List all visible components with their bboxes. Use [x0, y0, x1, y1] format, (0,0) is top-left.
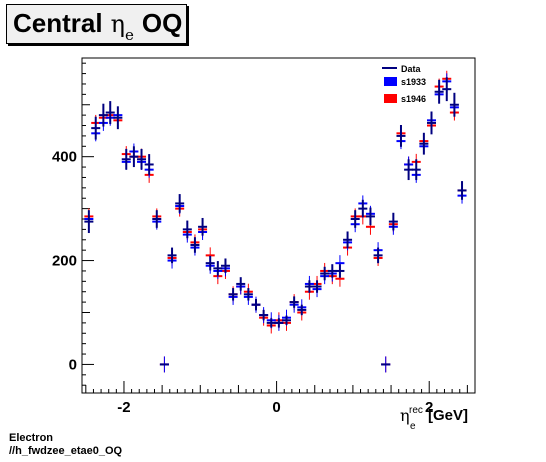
x-tick-label: 2	[425, 399, 433, 416]
plot-frame	[81, 57, 476, 394]
y-tick-label: 200	[52, 253, 77, 270]
title-subscript: e	[124, 26, 134, 44]
footer: Electron //h_fwdzee_etae0_OQ	[9, 432, 122, 458]
title-main: Central	[13, 8, 103, 38]
footer-line-1: Electron	[9, 432, 54, 444]
title-suffix: OQ	[141, 8, 183, 38]
data-marks	[84, 70, 467, 373]
legend-label-data: Data	[401, 64, 422, 74]
legend: Data s1933 s1946	[382, 64, 426, 104]
x-label-sub: e	[410, 421, 416, 432]
x-axis-label: η e rec [GeV]	[400, 405, 468, 432]
legend-swatch-s1933	[384, 77, 397, 86]
title-symbol: η	[110, 10, 125, 38]
title-box: Central ηe OQ	[6, 4, 187, 44]
chart-title: Central ηe OQ	[13, 8, 183, 44]
x-label-sup: rec	[409, 405, 423, 416]
y-tick-label: 400	[52, 149, 77, 166]
x-label-symbol: η	[400, 406, 410, 425]
legend-swatch-s1946	[384, 94, 397, 103]
footer-line-2: //h_fwdzee_etae0_OQ	[9, 445, 123, 457]
legend-label-s1933: s1933	[401, 77, 426, 87]
x-tick-label: -2	[117, 399, 130, 416]
y-tick-label: 0	[69, 356, 77, 373]
axis-ticks: -2 0 2 0 200 400	[52, 62, 468, 416]
x-tick-label: 0	[272, 399, 280, 416]
legend-label-s1946: s1946	[401, 94, 426, 104]
x-label-unit: [GeV]	[428, 407, 468, 424]
